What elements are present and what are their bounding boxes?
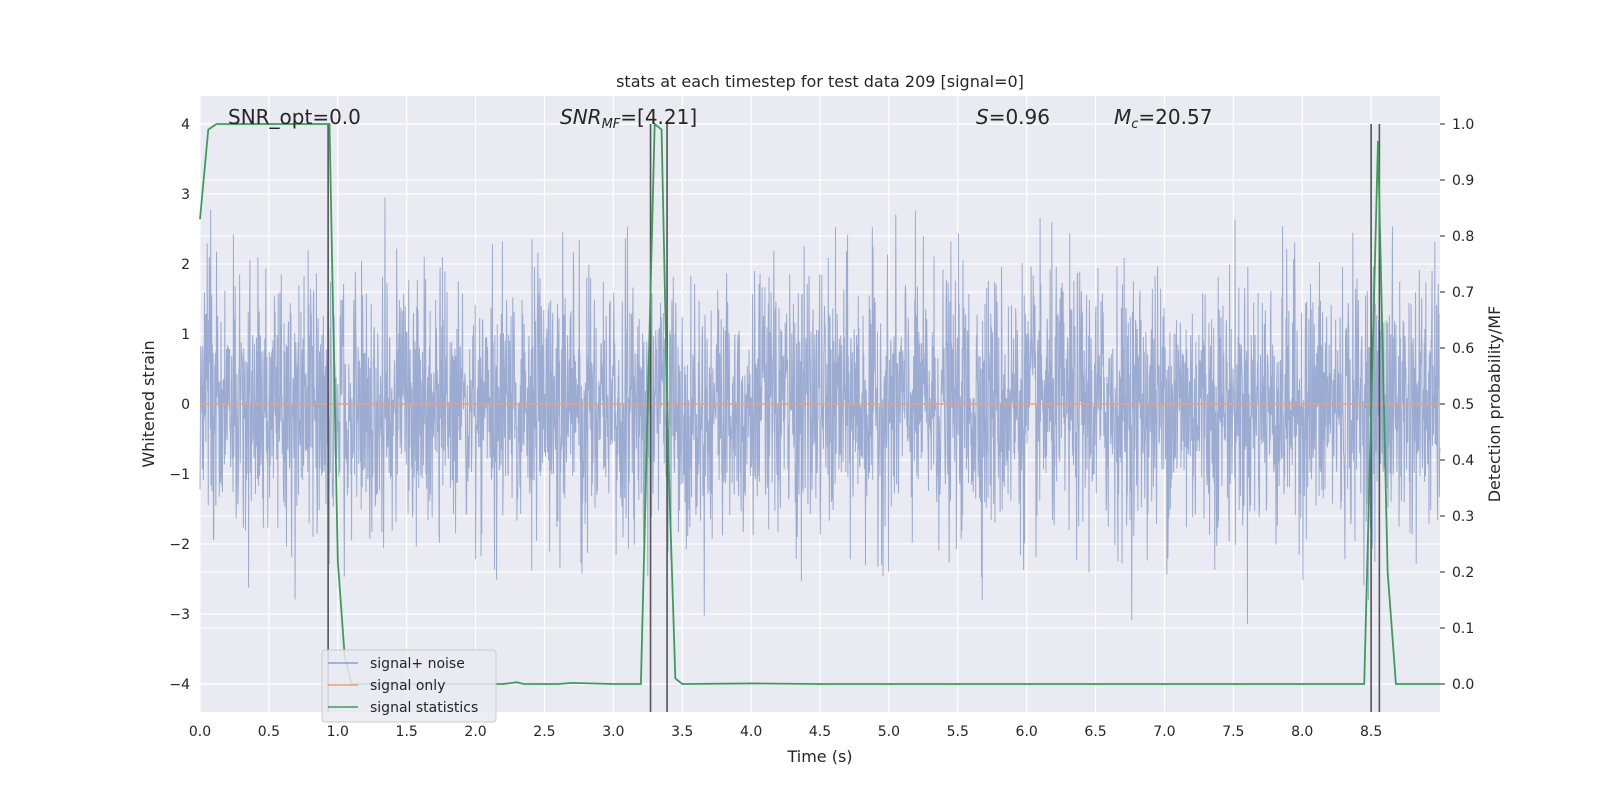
annotation-s-main: S (976, 105, 989, 129)
x-tick-label: 0.5 (258, 724, 280, 740)
x-tick-label: 4.5 (809, 724, 831, 740)
y-right-tick-label: 0.4 (1452, 453, 1474, 469)
annotation-snr-mf-sub: MF (602, 117, 621, 132)
y-left-ticks: 4 3 2 1 0 −1 −2 −3 −4 (169, 117, 190, 693)
y-left-tick-label: 1 (181, 327, 190, 343)
annotation-s-value: =0.96 (989, 105, 1050, 129)
y-left-tick-label: −3 (169, 607, 190, 623)
y-right-tick-label: 0.6 (1452, 341, 1474, 357)
x-axis-label: Time (s) (786, 747, 852, 766)
series-signal-statistics (199, 122, 1440, 685)
y-right-tick-label: 0.3 (1452, 509, 1474, 525)
y-right-tick-label: 0.2 (1452, 565, 1474, 581)
annotation-snr-opt: SNR_opt=0.0 (228, 105, 361, 129)
y-right-tick-label: 1.0 (1452, 117, 1474, 133)
y-right-ticks: 1.0 0.9 0.8 0.7 0.6 0.5 0.4 0.3 0.2 0.1 0.0 (1440, 117, 1474, 693)
x-tick-label: 4.0 (740, 724, 762, 740)
x-tick-label: 5.5 (947, 724, 969, 740)
x-tick-label: 1.0 (327, 724, 349, 740)
annotation-snr-mf: SNRMF=[4.21] (560, 105, 697, 132)
legend-label-signal-only: signal only (370, 678, 445, 694)
x-tick-label: 5.0 (878, 724, 900, 740)
x-tick-label: 7.5 (1222, 724, 1244, 740)
y-right-tick-label: 0.1 (1452, 621, 1474, 637)
x-tick-label: 2.0 (464, 724, 486, 740)
line-signal-statistics (199, 122, 1440, 685)
y-left-tick-label: 3 (181, 187, 190, 203)
legend-box (321, 649, 497, 723)
y-left-tick-label: 4 (181, 117, 190, 133)
x-tick-label: 1.5 (396, 724, 418, 740)
y-right-tick-label: 0.5 (1452, 397, 1474, 413)
series-signal-noise (199, 197, 1441, 625)
legend-label-signal-statistics: signal statistics (370, 700, 478, 716)
x-tick-label: 3.5 (671, 724, 693, 740)
x-tick-label: 3.0 (602, 724, 624, 740)
y-right-tick-label: 0.7 (1452, 285, 1474, 301)
y-right-tick-label: 0.8 (1452, 229, 1474, 245)
y-left-tick-label: −4 (169, 677, 190, 693)
x-tick-label: 6.0 (1016, 724, 1038, 740)
y-left-tick-label: 0 (181, 397, 190, 413)
annotation-mc: Mc=20.57 (1114, 105, 1212, 132)
y-right-tick-label: 0.9 (1452, 173, 1474, 189)
legend: signal+ noise signal only signal statist… (321, 649, 497, 723)
annotation-mc-value: =20.57 (1138, 105, 1212, 129)
legend-label-signal-noise: signal+ noise (370, 656, 465, 672)
annotation-snr-mf-main: SNR (560, 105, 602, 129)
chart-title: stats at each timestep for test data 209… (616, 72, 1024, 91)
annotation-snr-mf-value: =[4.21] (620, 105, 697, 129)
y-axis-label-left: Whitened strain (139, 340, 158, 467)
x-tick-label: 8.0 (1291, 724, 1313, 740)
annotation-mc-sub: c (1131, 117, 1138, 132)
x-tick-label: 6.5 (1084, 724, 1106, 740)
y-right-tick-label: 0.0 (1452, 677, 1474, 693)
x-tick-label: 7.0 (1153, 724, 1175, 740)
x-tick-label: 2.5 (533, 724, 555, 740)
annotation-mc-main: M (1114, 105, 1131, 129)
y-left-tick-label: 2 (181, 257, 190, 273)
x-tick-label: 0.0 (189, 724, 211, 740)
y-axis-label-right: Detection probability/MF (1485, 306, 1504, 503)
x-tick-label: 8.5 (1360, 724, 1382, 740)
line-signal-noise (199, 197, 1441, 625)
annotation-s: S=0.96 (976, 105, 1050, 129)
y-left-tick-label: −1 (169, 467, 190, 483)
y-left-tick-label: −2 (169, 537, 190, 553)
x-ticks: 0.0 0.5 1.0 1.5 2.0 2.5 3.0 3.5 4.0 4.5 5.0 5.5 6.0 6… (189, 724, 1382, 740)
